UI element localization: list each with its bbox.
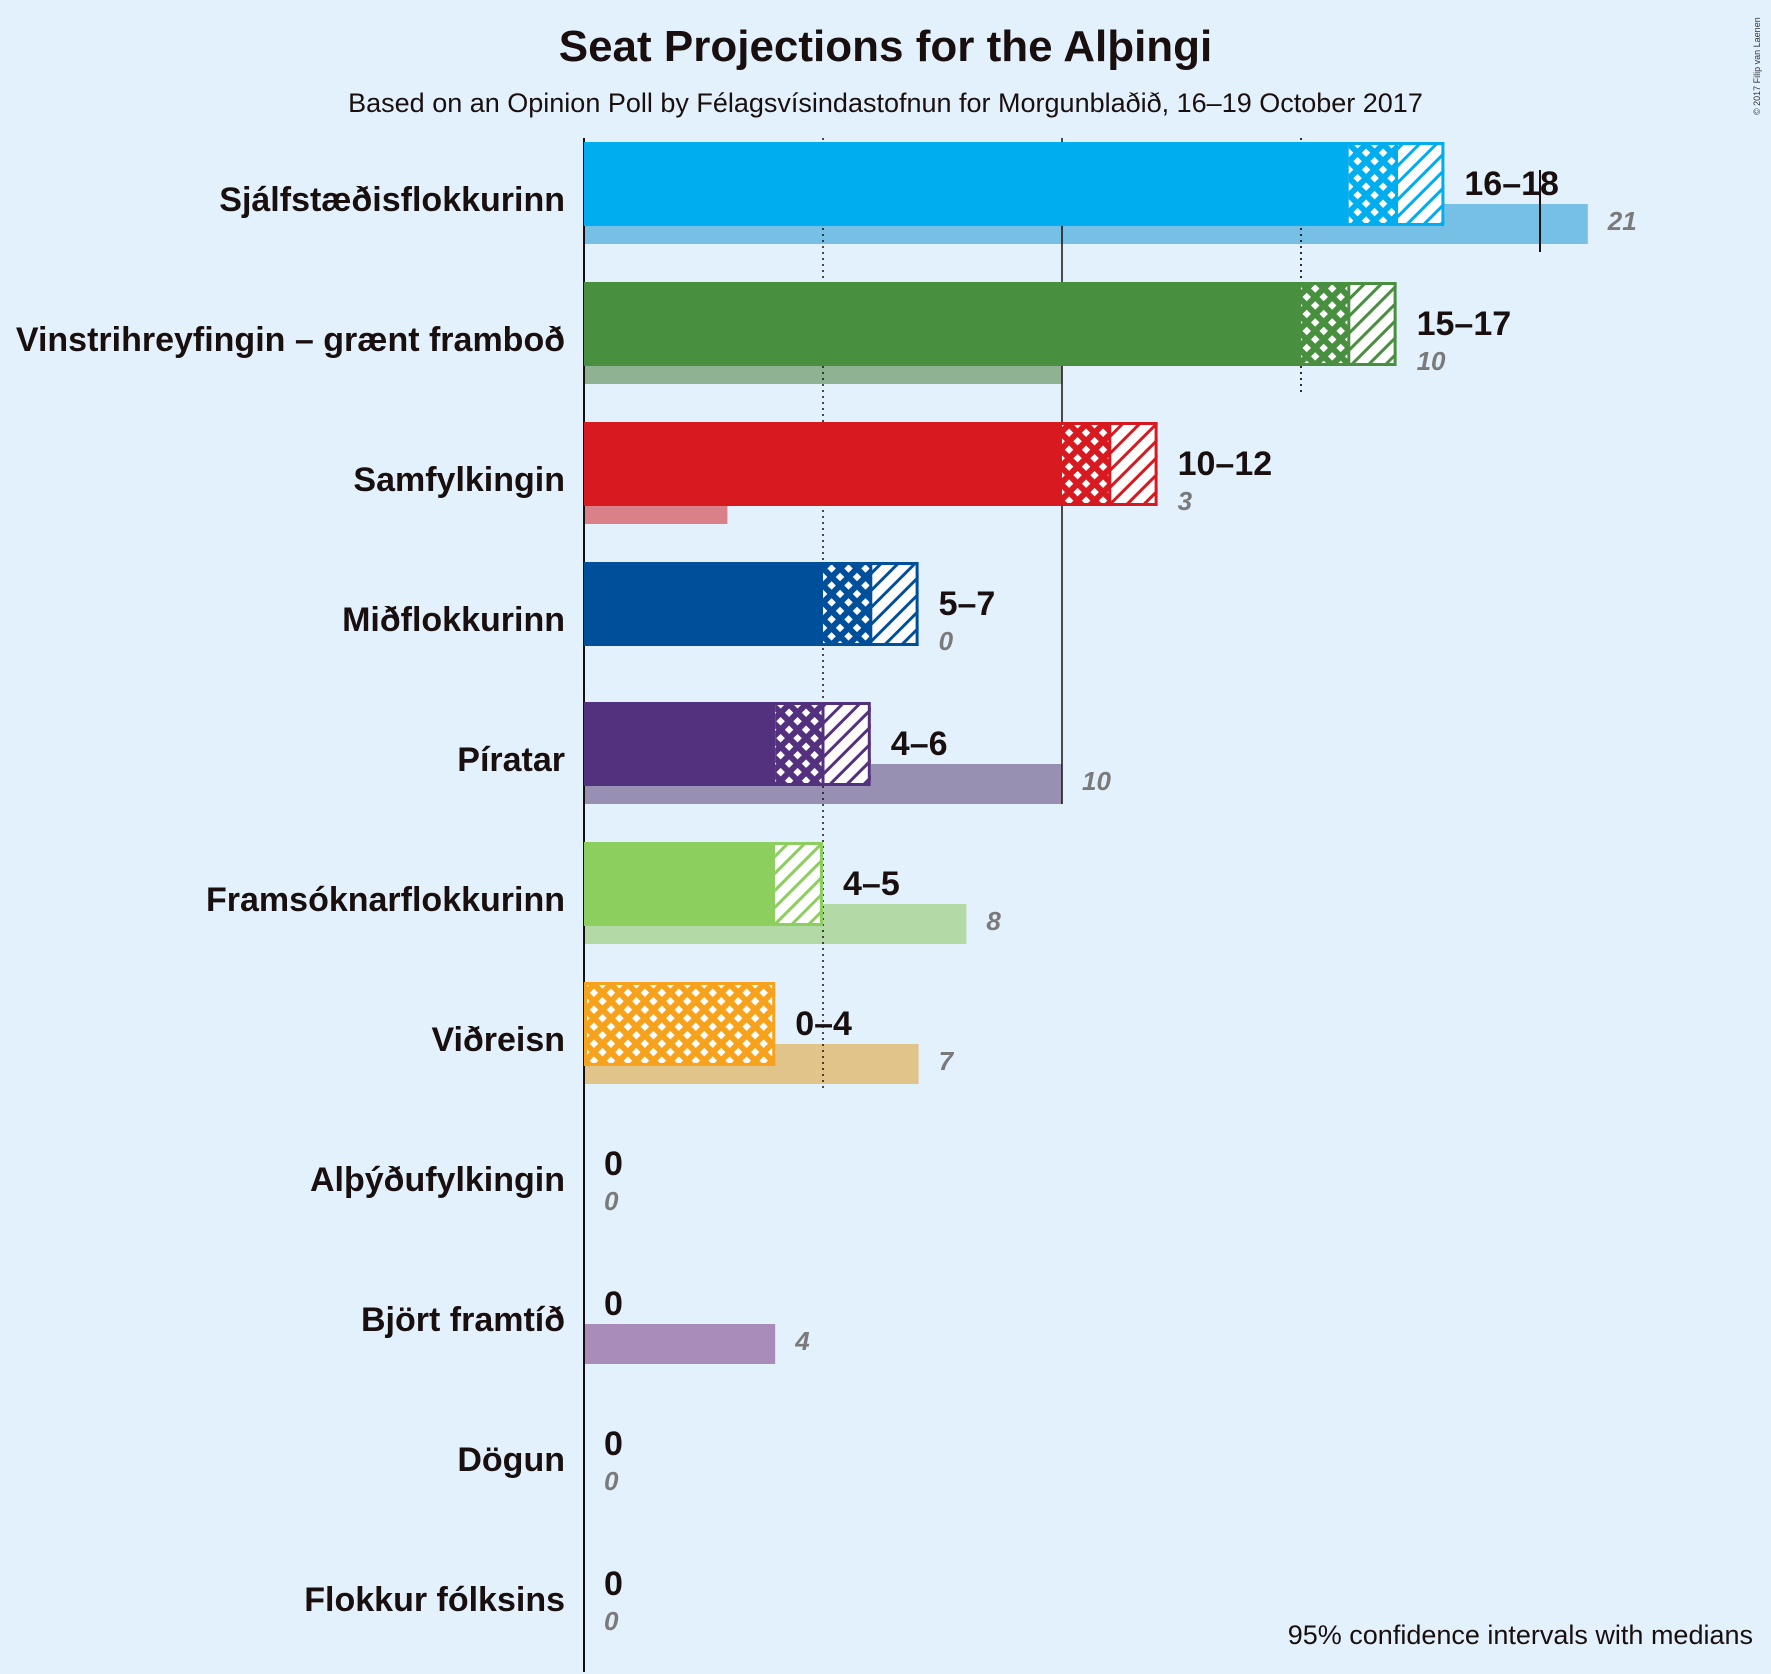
projection-bars bbox=[584, 142, 1445, 1066]
party-1-name: Vinstrihreyfingin – grænt framboð bbox=[16, 321, 565, 359]
party-8-name: Björt framtíð bbox=[361, 1301, 565, 1339]
party-2-lower-interval bbox=[1062, 422, 1110, 506]
party-4-bar-outline bbox=[584, 702, 871, 786]
party-9-range-label: 0 bbox=[604, 1425, 623, 1463]
chart-subtitle: Based on an Opinion Poll by Félagsvísind… bbox=[348, 88, 1423, 118]
party-6-last-result-label: 7 bbox=[939, 1046, 955, 1076]
party-3-solid-segment bbox=[584, 562, 823, 646]
party-6-name: Viðreisn bbox=[431, 1021, 565, 1059]
party-10-last-result-label: 0 bbox=[604, 1606, 619, 1636]
party-10-name: Flokkur fólksins bbox=[304, 1581, 565, 1619]
party-2-name: Samfylkingin bbox=[353, 461, 565, 499]
party-3-last-result-label: 0 bbox=[939, 626, 954, 656]
party-0-name: Sjálfstæðisflokkurinn bbox=[219, 181, 565, 219]
party-7-last-result-label: 0 bbox=[604, 1186, 619, 1216]
party-0-range-label: 16–18 bbox=[1464, 165, 1559, 203]
party-5-upper-interval bbox=[775, 842, 823, 926]
party-0-solid-segment bbox=[584, 142, 1349, 226]
party-0-upper-interval bbox=[1396, 142, 1445, 226]
party-0-bar-outline bbox=[584, 142, 1445, 226]
labels: Sjálfstæðisflokkurinn 16–18 21 Vinstrihreyf… bbox=[16, 165, 1637, 1636]
party-1-solid-segment bbox=[584, 282, 1301, 366]
party-0-lower-interval bbox=[1348, 142, 1397, 226]
party-5-range-label: 4–5 bbox=[843, 865, 900, 903]
party-6-range-label: 0–4 bbox=[795, 1005, 852, 1043]
party-7-range-label: 0 bbox=[604, 1145, 623, 1183]
party-1-range-label: 15–17 bbox=[1417, 305, 1512, 343]
party-3-upper-interval bbox=[870, 562, 919, 646]
party-2-range-label: 10–12 bbox=[1178, 445, 1273, 483]
party-5-solid-segment bbox=[584, 842, 776, 926]
party-4-solid-segment bbox=[584, 702, 776, 786]
party-2-last-result-label: 3 bbox=[1178, 486, 1193, 516]
party-10-range-label: 0 bbox=[604, 1565, 623, 1603]
party-5-last-result-label: 8 bbox=[986, 906, 1001, 936]
party-2-solid-segment bbox=[584, 422, 1062, 506]
party-4-lower-interval bbox=[775, 702, 823, 786]
party-5-bar-outline bbox=[584, 842, 823, 926]
chart-footnote: 95% confidence intervals with medians bbox=[1287, 1620, 1753, 1650]
party-1-lower-interval bbox=[1301, 282, 1349, 366]
party-1-upper-interval bbox=[1348, 282, 1397, 366]
party-6-lower-interval bbox=[584, 982, 776, 1066]
party-1-bar-outline bbox=[584, 282, 1397, 366]
party-9-last-result-label: 0 bbox=[604, 1466, 619, 1496]
party-4-upper-interval bbox=[823, 702, 871, 786]
party-4-last-result-label: 10 bbox=[1082, 766, 1111, 796]
party-8-range-label: 0 bbox=[604, 1285, 623, 1323]
party-3-name: Miðflokkurinn bbox=[342, 601, 565, 639]
party-4-name: Píratar bbox=[457, 741, 565, 779]
party-3-bar-outline bbox=[584, 562, 919, 646]
party-8-last-result-bar bbox=[584, 1324, 776, 1364]
party-6-bar-outline bbox=[584, 982, 776, 1066]
party-3-lower-interval bbox=[823, 562, 871, 646]
party-3-range-label: 5–7 bbox=[939, 585, 996, 623]
party-4-range-label: 4–6 bbox=[891, 725, 948, 763]
party-0-last-result-label: 21 bbox=[1607, 206, 1637, 236]
party-9-name: Dögun bbox=[457, 1441, 565, 1479]
chart-title: Seat Projections for the Alþingi bbox=[558, 22, 1213, 71]
party-1-last-result-label: 10 bbox=[1417, 346, 1446, 376]
party-2-bar-outline bbox=[584, 422, 1158, 506]
party-2-upper-interval bbox=[1109, 422, 1158, 506]
party-8-last-result-label: 4 bbox=[794, 1326, 810, 1356]
party-7-name: Alþýðufylkingin bbox=[310, 1161, 565, 1199]
party-5-name: Framsóknarflokkurinn bbox=[206, 881, 565, 919]
